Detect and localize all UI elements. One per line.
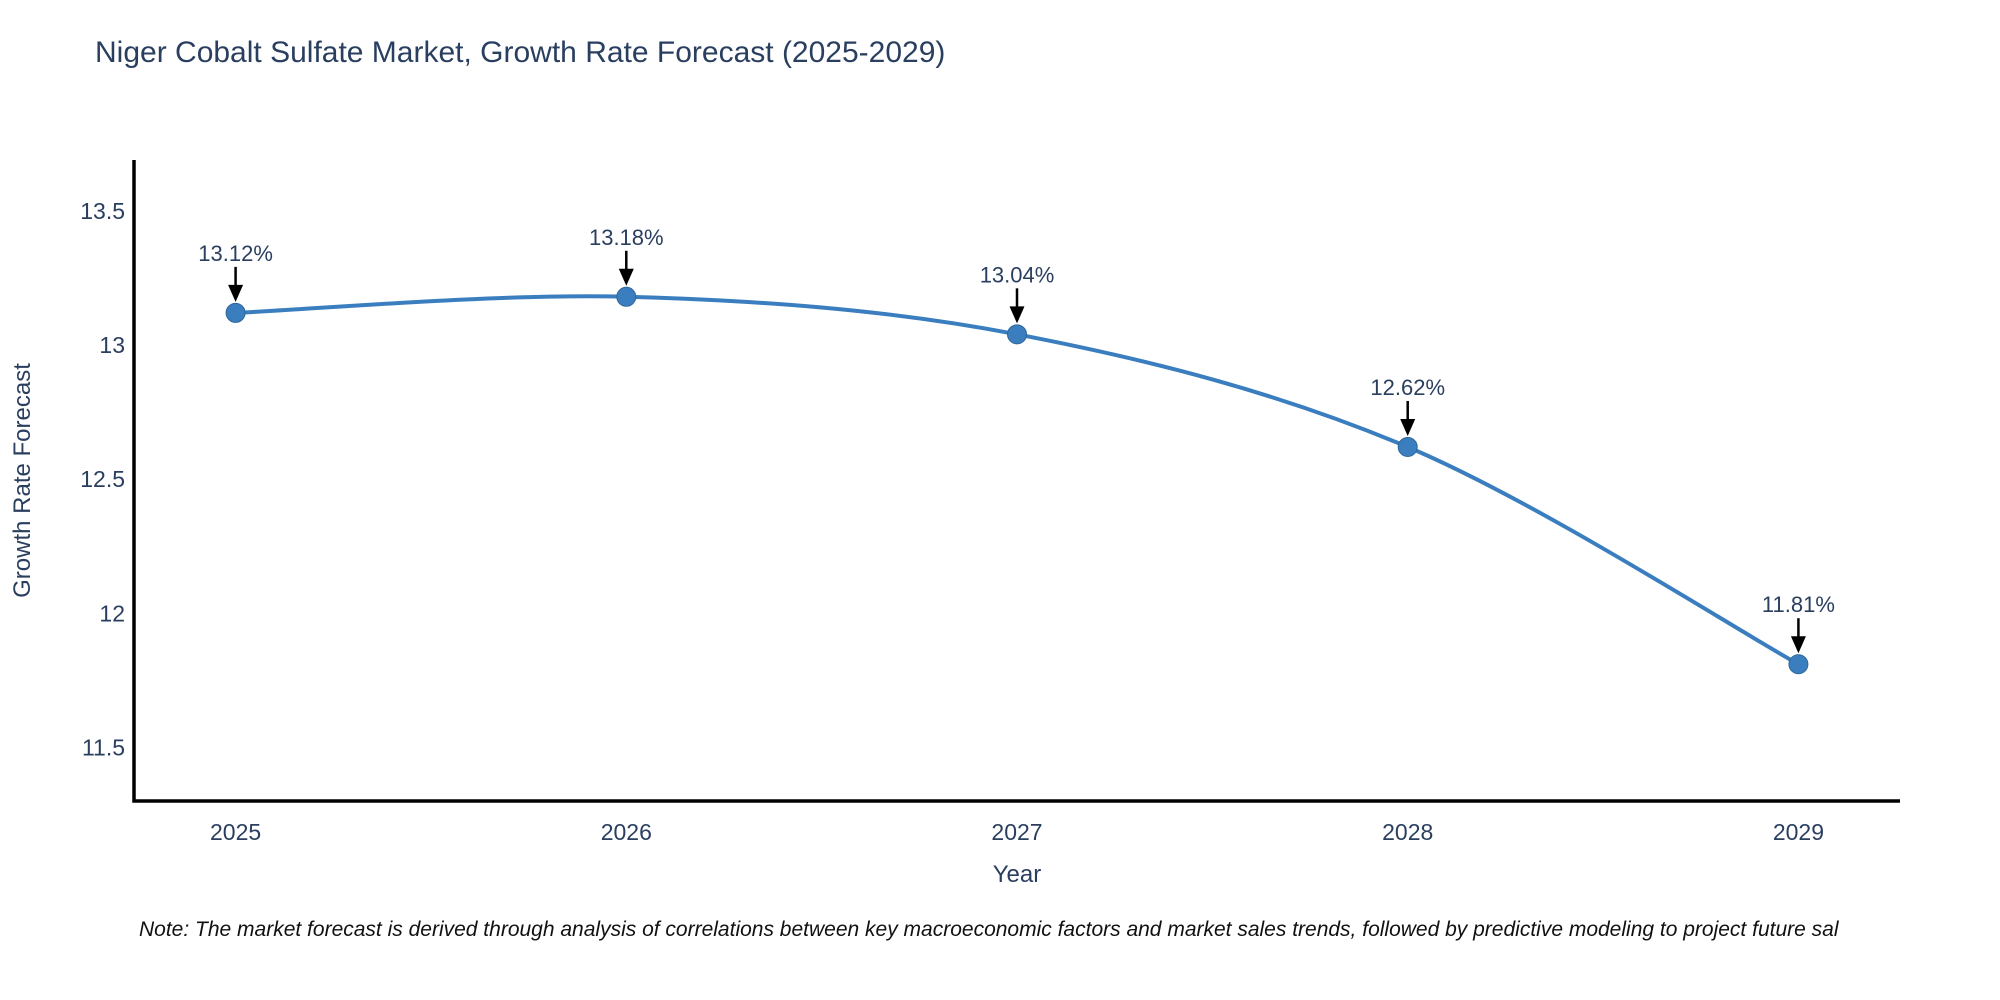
x-tick-label: 2028	[1382, 819, 1433, 845]
point-label: 13.18%	[589, 225, 664, 250]
x-tick-label: 2025	[210, 819, 261, 845]
x-tick-label: 2029	[1773, 819, 1824, 845]
plot-area[interactable]	[134, 160, 1900, 801]
annotation-arrowhead	[1400, 418, 1416, 436]
x-tick-label: 2026	[601, 819, 652, 845]
point-label: 11.81%	[1762, 592, 1835, 617]
annotation-arrowhead	[1790, 636, 1806, 654]
data-point-2029[interactable]	[1788, 654, 1809, 675]
y-tick-label: 13	[99, 332, 125, 358]
x-tick-label: 2027	[991, 819, 1042, 845]
y-axis-title: Growth Rate Forecast	[9, 363, 36, 598]
annotation-arrowhead	[228, 284, 244, 302]
point-label: 13.12%	[198, 241, 273, 266]
point-label: 13.04%	[980, 262, 1055, 287]
y-tick-label: 12	[99, 600, 125, 626]
footnote: Note: The market forecast is derived thr…	[139, 918, 1839, 941]
point-label: 12.62%	[1370, 375, 1445, 400]
y-tick-label: 12.5	[80, 466, 125, 492]
x-axis-title: Year	[993, 861, 1042, 888]
data-point-2027[interactable]	[1007, 324, 1027, 345]
chart-title: Niger Cobalt Sulfate Market, Growth Rate…	[95, 36, 946, 69]
data-point-2026[interactable]	[616, 286, 637, 307]
data-point-2028[interactable]	[1397, 436, 1418, 457]
annotation-arrowhead	[618, 268, 634, 286]
data-point-2025[interactable]	[225, 302, 246, 323]
annotation-arrowhead	[1009, 306, 1025, 324]
y-tick-label: 11.5	[82, 734, 125, 760]
axis-spines	[132, 160, 1900, 803]
y-tick-label: 13.5	[80, 198, 125, 224]
